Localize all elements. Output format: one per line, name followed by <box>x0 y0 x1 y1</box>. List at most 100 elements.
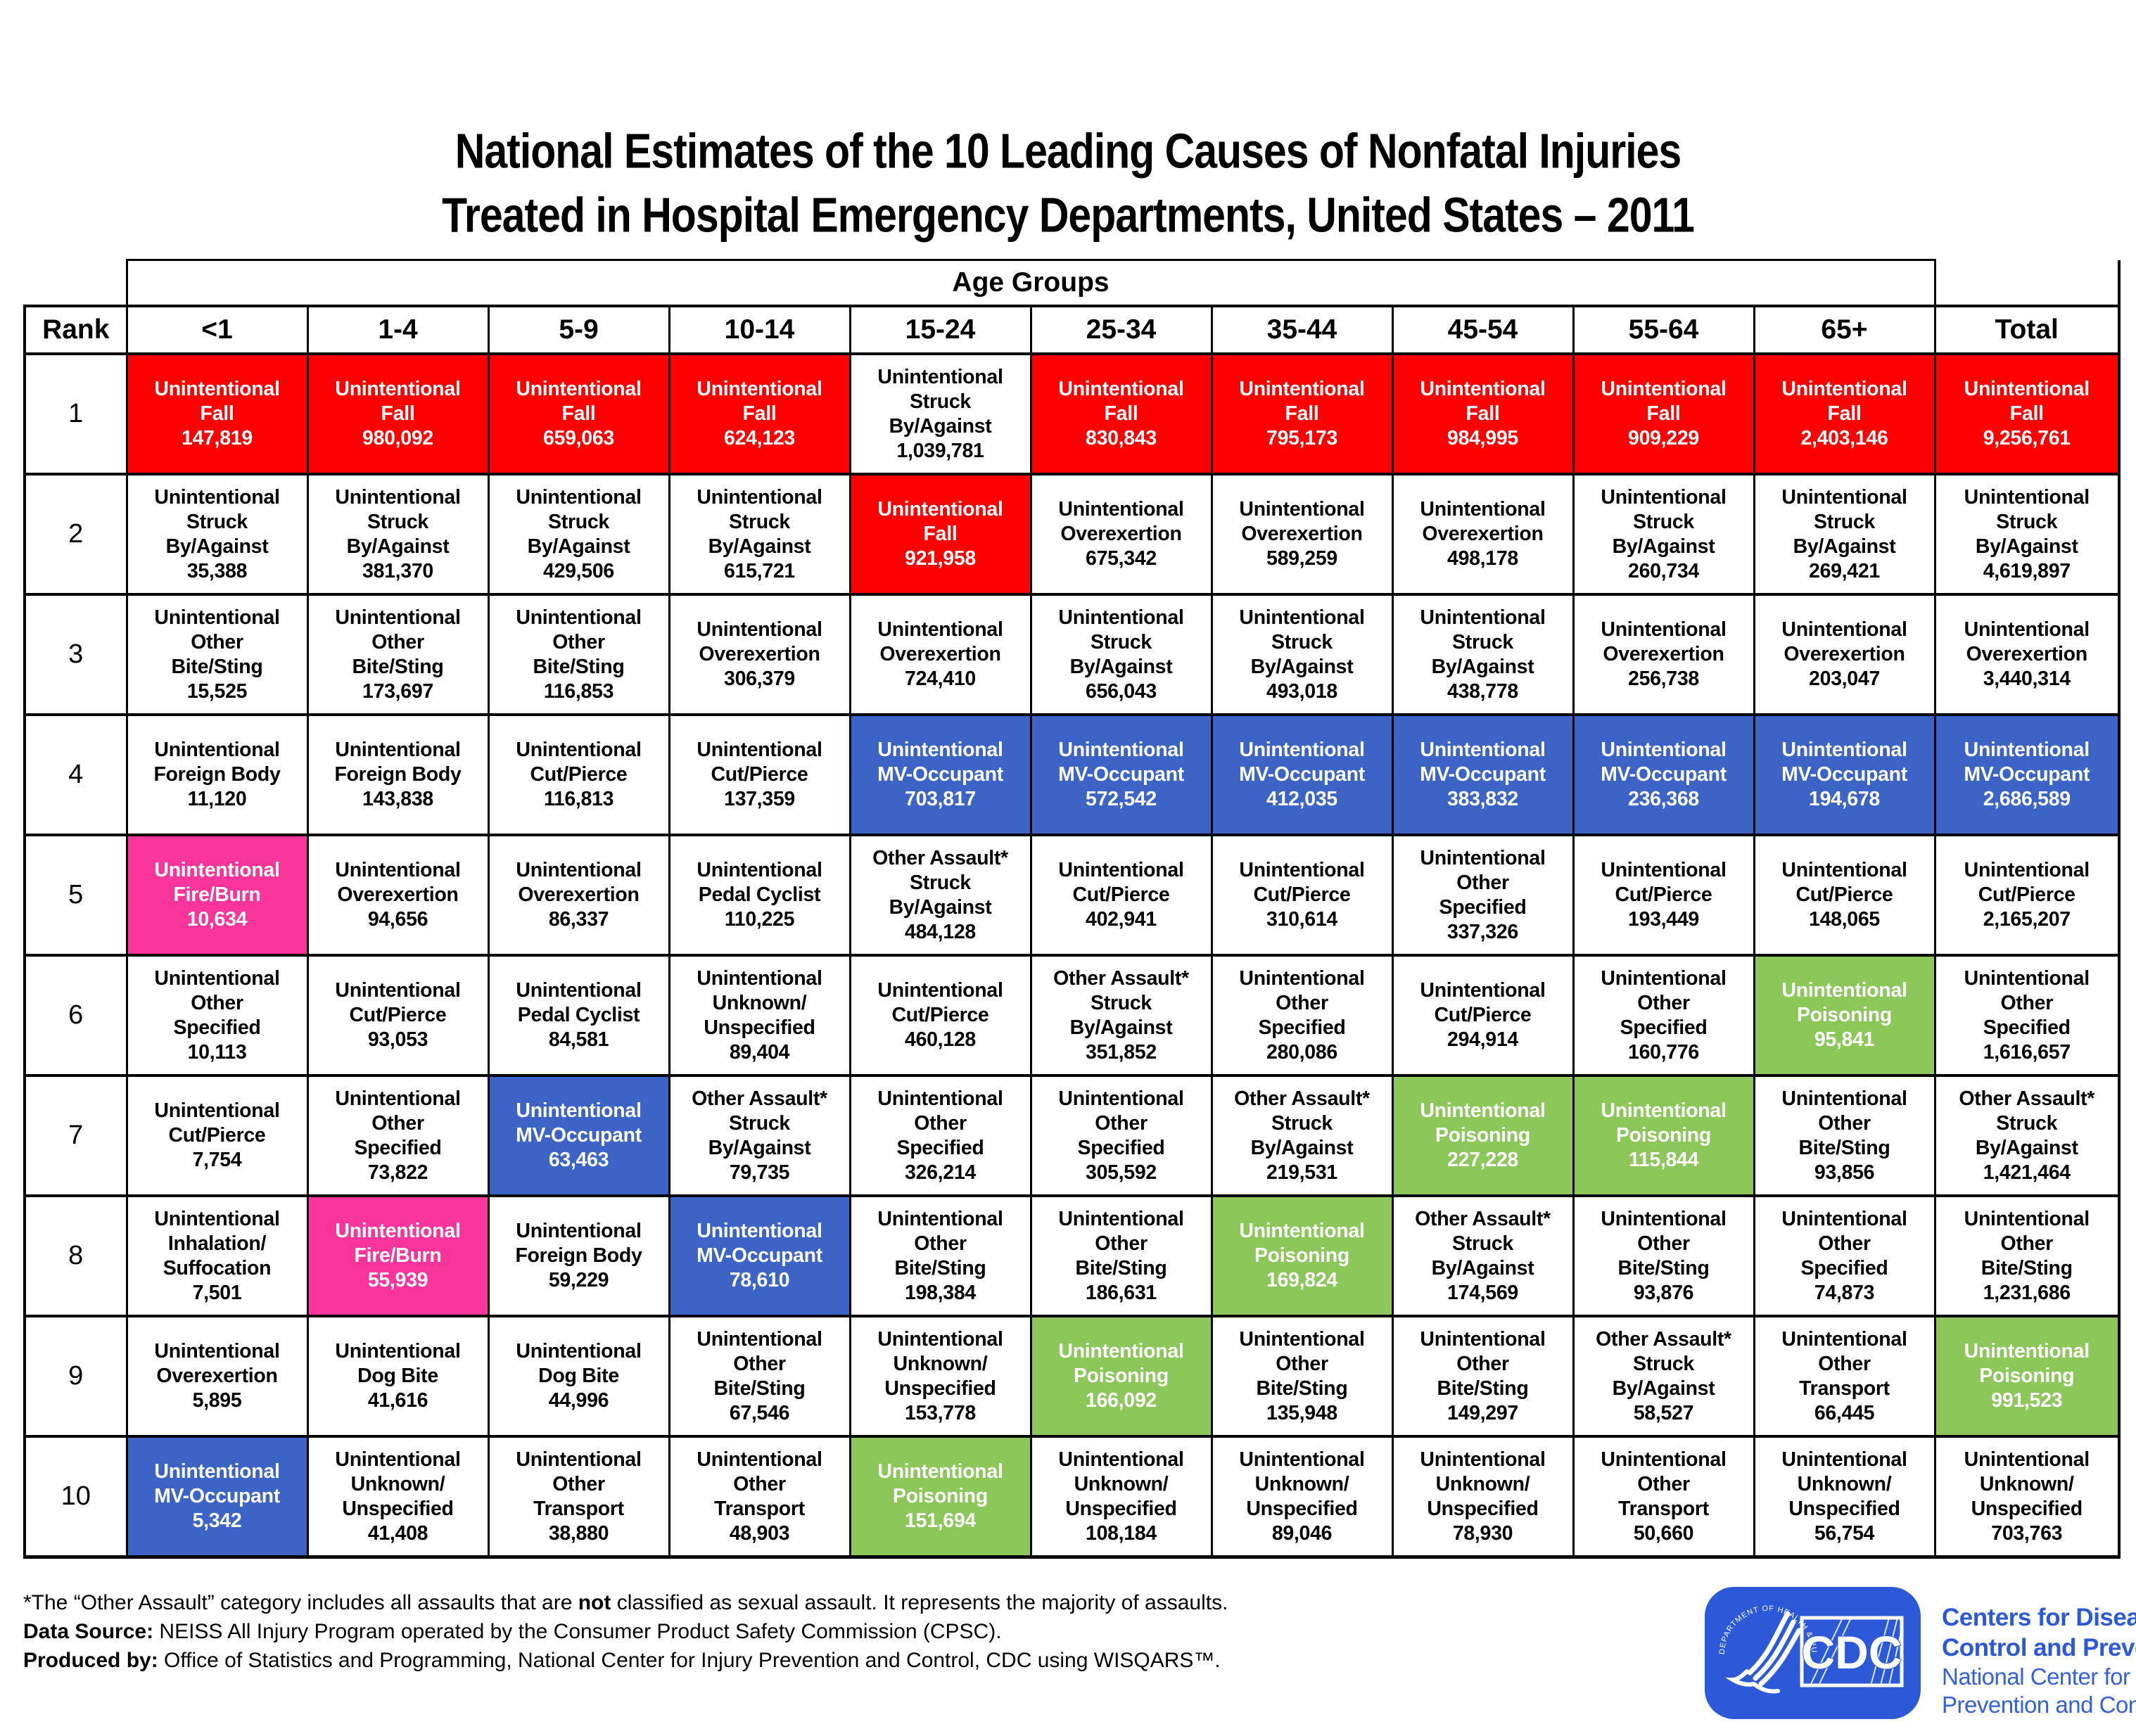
brand-line4: Prevention and Control <box>1942 1692 2136 1718</box>
cause-cell-rank8-65-: Unintentional Other Specified 74,873 <box>1753 1194 1936 1317</box>
cause-cell-rank5-10-14: Unintentional Pedal Cyclist 110,225 <box>668 834 851 957</box>
cause-cell-rank2-65-: Unintentional Struck By/Against 269,421 <box>1753 473 1936 596</box>
cause-cell-rank3-25-34: Unintentional Struck By/Against 656,043 <box>1029 593 1213 716</box>
cause-cell-rank8-25-34: Unintentional Other Bite/Sting 186,631 <box>1029 1194 1213 1317</box>
cause-cell-rank7-45-54: Unintentional Poisoning 227,228 <box>1391 1074 1575 1197</box>
cause-cell-rank9-5-9: Unintentional Dog Bite 44,996 <box>487 1315 670 1438</box>
cause-cell-rank3-65-: Unintentional Overexertion 203,047 <box>1753 593 1936 716</box>
cause-cell-rank1-total: Unintentional Fall 9,256,761 <box>1933 352 2121 476</box>
cause-cell-rank7-55-64: Unintentional Poisoning 115,844 <box>1572 1074 1755 1197</box>
cause-cell-rank2-55-64: Unintentional Struck By/Against 260,734 <box>1572 473 1755 596</box>
cause-cell-rank5-1-4: Unintentional Overexertion 94,656 <box>306 834 490 957</box>
cause-cell-rank9--1: Unintentional Overexertion 5,895 <box>125 1315 309 1438</box>
cause-cell-rank9-1-4: Unintentional Dog Bite 41,616 <box>306 1315 490 1438</box>
cause-cell-rank10--1: Unintentional MV-Occupant 5,342 <box>125 1435 309 1559</box>
cause-cell-rank9-45-54: Unintentional Other Bite/Sting 149,297 <box>1391 1315 1575 1438</box>
cause-cell-rank3-55-64: Unintentional Overexertion 256,738 <box>1572 593 1755 716</box>
cause-cell-rank6-1-4: Unintentional Cut/Pierce 93,053 <box>306 954 490 1077</box>
cause-cell-rank9-65-: Unintentional Other Transport 66,445 <box>1753 1315 1936 1438</box>
column-header-55-64: 55-64 <box>1572 305 1755 355</box>
cause-cell-rank1-5-9: Unintentional Fall 659,063 <box>487 352 670 476</box>
cause-cell-rank2-25-34: Unintentional Overexertion 675,342 <box>1029 473 1213 596</box>
cause-cell-rank10-total: Unintentional Unknown/ Unspecified 703,7… <box>1933 1435 2121 1559</box>
rank-cell-6: 6 <box>23 954 128 1077</box>
cause-cell-rank4-35-44: Unintentional MV-Occupant 412,035 <box>1210 713 1394 836</box>
cause-cell-rank2-10-14: Unintentional Struck By/Against 615,721 <box>668 473 851 596</box>
rank-cell-1: 1 <box>23 352 128 476</box>
rank-cell-7: 7 <box>23 1074 128 1197</box>
cause-cell-rank4-10-14: Unintentional Cut/Pierce 137,359 <box>668 713 851 836</box>
leading-causes-table: Age Groups Rank <1 1-4 5-9 10-14 15-24 25-34 35-… <box>23 259 2121 1559</box>
cause-cell-rank4-5-9: Unintentional Cut/Pierce 116,813 <box>487 713 670 836</box>
hhs-eagle-icon <box>1725 1611 1802 1694</box>
rank-column-header: Rank <box>23 305 128 355</box>
rank-cell-3: 3 <box>23 593 128 716</box>
cause-cell-rank4-25-34: Unintentional MV-Occupant 572,542 <box>1029 713 1213 836</box>
cause-cell-rank6-15-24: Unintentional Cut/Pierce 460,128 <box>848 954 1032 1077</box>
cause-cell-rank6-55-64: Unintentional Other Specified 160,776 <box>1572 954 1755 1077</box>
cause-cell-rank1-10-14: Unintentional Fall 624,123 <box>668 352 851 476</box>
cause-cell-rank3-15-24: Unintentional Overexertion 724,410 <box>848 593 1032 716</box>
cause-cell-rank1-35-44: Unintentional Fall 795,173 <box>1210 352 1394 476</box>
cause-cell-rank1-65-: Unintentional Fall 2,403,146 <box>1753 352 1936 476</box>
column-header-5-9: 5-9 <box>487 305 670 355</box>
age-groups-header: Age Groups <box>125 259 1936 307</box>
cause-cell-rank1-1-4: Unintentional Fall 980,092 <box>306 352 490 476</box>
cause-cell-rank9-35-44: Unintentional Other Bite/Sting 135,948 <box>1210 1315 1394 1438</box>
cause-cell-rank1-55-64: Unintentional Fall 909,229 <box>1572 352 1755 476</box>
footnote-produced-by: Produced by: Office of Statistics and Pr… <box>23 1649 1221 1672</box>
cause-cell-rank2-total: Unintentional Struck By/Against 4,619,89… <box>1933 473 2121 596</box>
rank-cell-8: 8 <box>23 1194 128 1317</box>
cause-cell-rank6-35-44: Unintentional Other Specified 280,086 <box>1210 954 1394 1077</box>
cdc-acronym-box: CDC <box>1800 1616 1904 1687</box>
cause-cell-rank7--1: Unintentional Cut/Pierce 7,754 <box>125 1074 309 1197</box>
cause-cell-rank1-25-34: Unintentional Fall 830,843 <box>1029 352 1213 476</box>
cause-cell-rank3-5-9: Unintentional Other Bite/Sting 116,853 <box>487 593 670 716</box>
cause-cell-rank7-65-: Unintentional Other Bite/Sting 93,856 <box>1753 1074 1936 1197</box>
cause-cell-rank7-5-9: Unintentional MV-Occupant 63,463 <box>487 1074 670 1197</box>
cause-cell-rank8-total: Unintentional Other Bite/Sting 1,231,686 <box>1933 1194 2121 1317</box>
cause-cell-rank8-5-9: Unintentional Foreign Body 59,229 <box>487 1194 670 1317</box>
column-header-15-24: 15-24 <box>848 305 1032 355</box>
cause-cell-rank5-65-: Unintentional Cut/Pierce 148,065 <box>1753 834 1936 957</box>
cdc-logo-graphic: DEPARTMENT OF HEALTH & HUMAN SERVICES·US… <box>1701 1581 1921 1719</box>
cause-cell-rank7-1-4: Unintentional Other Specified 73,822 <box>306 1074 490 1197</box>
page-title-line1: National Estimates of the 10 Leading Cau… <box>454 123 1682 179</box>
column-header-45-54: 45-54 <box>1391 305 1575 355</box>
cause-cell-rank1-45-54: Unintentional Fall 984,995 <box>1391 352 1575 476</box>
cause-cell-rank7-25-34: Unintentional Other Specified 305,592 <box>1029 1074 1213 1197</box>
cause-cell-rank4-45-54: Unintentional MV-Occupant 383,832 <box>1391 713 1575 836</box>
cause-cell-rank5--1: Unintentional Fire/Burn 10,634 <box>125 834 309 957</box>
cause-cell-rank3-10-14: Unintentional Overexertion 306,379 <box>668 593 851 716</box>
brand-line3: National Center for Injury <box>1942 1664 2136 1690</box>
cause-cell-rank9-10-14: Unintentional Other Bite/Sting 67,546 <box>668 1315 851 1438</box>
cause-cell-rank9-total: Unintentional Poisoning 991,523 <box>1933 1315 2121 1438</box>
cause-cell-rank7-35-44: Other Assault* Struck By/Against 219,531 <box>1210 1074 1394 1197</box>
cause-cell-rank10-55-64: Unintentional Other Transport 50,660 <box>1572 1435 1755 1559</box>
cause-cell-rank4-65-: Unintentional MV-Occupant 194,678 <box>1753 713 1936 836</box>
cause-cell-rank10-45-54: Unintentional Unknown/ Unspecified 78,93… <box>1391 1435 1575 1559</box>
cause-cell-rank6--1: Unintentional Other Specified 10,113 <box>125 954 309 1077</box>
cause-cell-rank6-10-14: Unintentional Unknown/ Unspecified 89,40… <box>668 954 851 1077</box>
cause-cell-rank5-55-64: Unintentional Cut/Pierce 193,449 <box>1572 834 1755 957</box>
column-header-10-14: 10-14 <box>668 305 851 355</box>
rank-cell-4: 4 <box>23 713 128 836</box>
cause-cell-rank4-total: Unintentional MV-Occupant 2,686,589 <box>1933 713 2121 836</box>
cause-cell-rank8-1-4: Unintentional Fire/Burn 55,939 <box>306 1194 490 1317</box>
cause-cell-rank8-55-64: Unintentional Other Bite/Sting 93,876 <box>1572 1194 1755 1317</box>
cause-cell-rank6-5-9: Unintentional Pedal Cyclist 84,581 <box>487 954 670 1077</box>
column-header--1: <1 <box>125 305 309 355</box>
cdc-logo: DEPARTMENT OF HEALTH & HUMAN SERVICES·US… <box>1701 1581 1921 1719</box>
cause-cell-rank3-35-44: Unintentional Struck By/Against 493,018 <box>1210 593 1394 716</box>
cause-cell-rank3-total: Unintentional Overexertion 3,440,314 <box>1933 593 2121 716</box>
cause-cell-rank4-55-64: Unintentional MV-Occupant 236,368 <box>1572 713 1755 836</box>
cause-cell-rank8--1: Unintentional Inhalation/ Suffocation 7,… <box>125 1194 309 1317</box>
cause-cell-rank3-1-4: Unintentional Other Bite/Sting 173,697 <box>306 593 490 716</box>
cause-cell-rank1-15-24: Unintentional Struck By/Against 1,039,78… <box>848 352 1032 476</box>
cause-cell-rank6-total: Unintentional Other Specified 1,616,657 <box>1933 954 2121 1077</box>
cause-cell-rank9-15-24: Unintentional Unknown/ Unspecified 153,7… <box>848 1315 1032 1438</box>
footnote-data-source: Data Source: NEISS All Injury Program op… <box>23 1620 1002 1643</box>
footnote-other-assault: *The “Other Assault” category includes a… <box>23 1591 1228 1614</box>
brand-line1: Centers for Disease <box>1942 1604 2136 1631</box>
cause-cell-rank5-35-44: Unintentional Cut/Pierce 310,614 <box>1210 834 1394 957</box>
